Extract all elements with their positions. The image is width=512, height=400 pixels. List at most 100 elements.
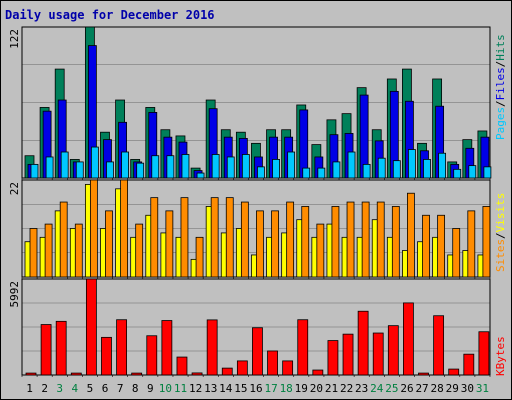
day-label: 2 [41,382,48,395]
pages-bar [302,167,311,179]
sites-bar [240,201,249,278]
pages-bar [257,166,265,179]
sites-bar [44,223,53,278]
day-label: 8 [132,382,139,395]
pages-bar [90,146,99,179]
pages-bar [423,159,431,179]
day-label: 15 [234,382,247,395]
kbytes-bar [221,367,233,376]
bot-max-label: 5992 [8,281,21,308]
day-label: 28 [431,382,444,395]
kbytes-bar [267,350,278,376]
sites-bar [89,179,98,278]
sites-bar [271,210,279,278]
sites-bar [301,206,310,278]
sites-bar [361,201,370,278]
kbytes-bar [55,320,67,376]
pages-bar [226,156,235,179]
day-label: 29 [446,382,459,395]
sites-bar [120,179,128,278]
top-legend-sep: / [494,61,507,68]
kbytes-bar [116,319,127,376]
day-label: 17 [264,382,277,395]
kbytes-bar [312,369,324,376]
bot-legend-kbytes: KBytes [494,336,507,376]
top-legend-sep: / [494,100,507,107]
kbytes-bar [236,360,248,376]
pages-bar [45,156,54,179]
sites-bar [286,201,295,278]
pages-bar [121,151,129,179]
pages-bar [30,163,39,179]
sites-bar [105,210,113,278]
top-max-label: 122 [8,29,21,49]
kbytes-bar [433,315,445,376]
kbytes-bar [70,372,82,376]
day-label: 3 [56,382,63,395]
top-legend-files: Files [494,67,507,100]
pages-bar [272,159,280,179]
pages-bar [332,161,341,179]
top-legend-hits: Hits [494,34,507,61]
kbytes-bar [40,324,52,376]
kbytes-bar [85,278,97,376]
pages-bar [317,167,326,179]
pages-bar [241,154,250,179]
day-label: 11 [174,382,187,395]
day-label: 24 [370,382,384,395]
pages-bar [438,152,447,179]
day-label: 14 [219,382,233,395]
pages-bar [408,149,416,179]
day-label: 9 [147,382,154,395]
mid-legend-visits: Visits [494,193,507,233]
day-label: 1 [26,382,33,395]
day-label: 21 [325,382,338,395]
kbytes-bar [176,356,188,376]
kbytes-bar [146,335,158,376]
sites-bar [346,201,355,278]
kbytes-bar [131,372,143,376]
kbytes-bar [387,325,399,376]
day-label: 10 [159,382,172,395]
sites-bar [422,214,430,278]
kbytes-bar [418,372,429,376]
sites-bar [482,206,491,278]
day-label: 20 [310,382,323,395]
pages-bar [362,163,371,179]
day-label: 22 [340,382,353,395]
pages-bar [136,162,145,179]
day-label: 4 [72,382,79,395]
sites-bar [29,228,38,278]
day-label: 6 [102,382,109,395]
kbytes-bar [282,360,294,376]
sites-bar [180,197,189,278]
kbytes-bar [463,353,475,376]
sites-bar [74,223,83,278]
pages-bar [347,151,356,179]
sites-bar [391,206,400,278]
day-label: 27 [415,382,428,395]
pages-bar [287,151,296,179]
pages-bar [468,165,477,179]
kbytes-bar [448,368,460,376]
sites-bar [316,223,325,278]
top-legend-pages: Pages [494,107,507,140]
sites-bar [437,214,446,278]
sites-bar [150,197,159,278]
kbytes-bar [372,332,384,376]
kbytes-bar [191,372,203,376]
sites-bar [452,228,461,278]
pages-bar [60,151,69,179]
day-label: 5 [87,382,94,395]
kbytes-bar [101,336,112,376]
day-label: 13 [204,382,217,395]
sites-bar [225,197,234,278]
pages-bar [483,166,492,179]
mid-legend-sites: Sites [494,239,507,272]
sites-bar [59,201,68,278]
kbytes-bar [297,319,309,376]
pages-bar [151,155,160,179]
pages-bar [106,161,114,179]
pages-bar [377,157,386,179]
